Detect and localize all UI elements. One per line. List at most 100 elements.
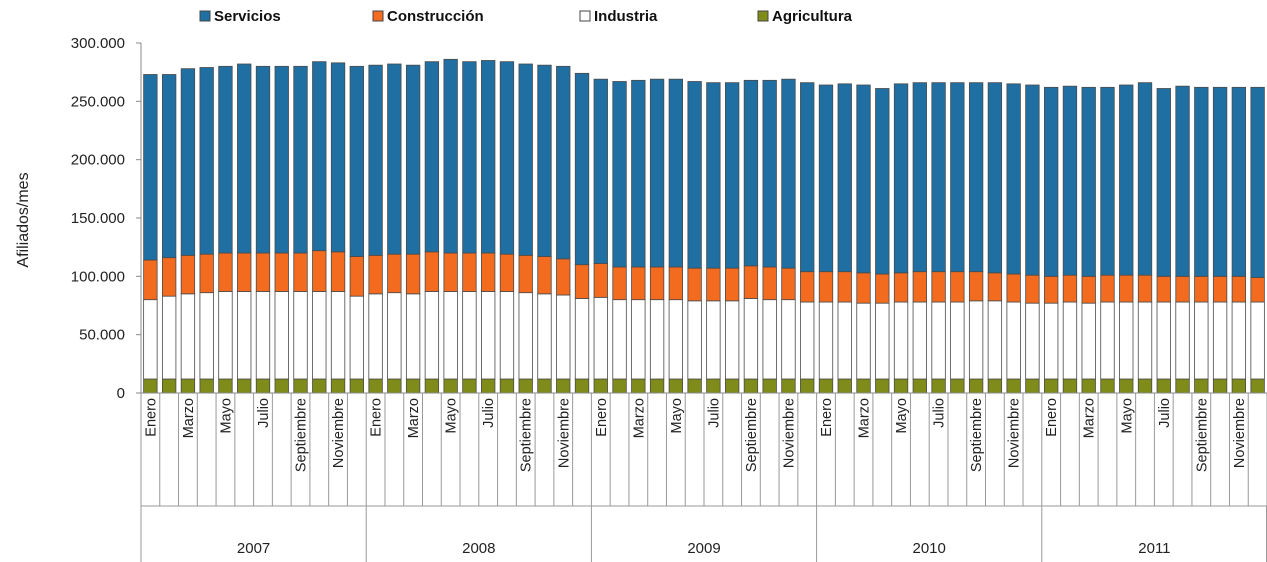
bar-industria <box>199 292 214 380</box>
bar-construccion <box>574 264 590 299</box>
bar-servicios <box>312 61 327 252</box>
bar-servicios <box>706 82 721 269</box>
bar-servicios <box>462 61 477 254</box>
bar-servicios <box>481 60 496 254</box>
bar-servicios <box>1250 86 1265 278</box>
bar-servicios <box>1062 85 1078 276</box>
bar-industria <box>462 291 477 380</box>
bar-agricultura <box>818 378 834 394</box>
bar-construccion <box>330 251 346 292</box>
bar-construccion <box>443 252 458 292</box>
bar-industria <box>1156 301 1171 380</box>
bar-agricultura <box>724 378 740 394</box>
bar-industria <box>368 293 383 380</box>
bar-industria <box>143 299 158 380</box>
bar-construccion <box>837 271 852 303</box>
bar-agricultura <box>330 378 346 394</box>
bar-construccion <box>724 267 740 302</box>
bar-construccion <box>1231 275 1247 303</box>
year-label: 2007 <box>237 540 270 557</box>
bar-construccion <box>293 252 308 292</box>
bar-construccion <box>537 256 552 295</box>
bar-construccion <box>950 271 965 303</box>
bar-construccion <box>556 258 571 296</box>
bar-industria <box>330 291 346 380</box>
bar-agricultura <box>218 378 233 394</box>
month-label: Mayo <box>444 398 460 433</box>
year-label: 2009 <box>687 540 720 557</box>
month-label: Marzo <box>857 398 873 438</box>
bar-industria <box>931 301 946 380</box>
bar-industria <box>875 302 890 380</box>
bar-construccion <box>499 253 515 292</box>
bar-agricultura <box>518 378 533 394</box>
bar-construccion <box>1194 275 1209 303</box>
bar-construccion <box>1006 273 1021 303</box>
bar-servicios <box>1212 86 1228 277</box>
bar-agricultura <box>931 378 946 394</box>
bar-construccion <box>875 273 890 304</box>
bar-agricultura <box>368 378 383 394</box>
bar-construccion <box>649 266 665 301</box>
bar-industria <box>1044 302 1059 380</box>
bar-construccion <box>312 250 327 292</box>
bar-agricultura <box>443 378 458 394</box>
bar-agricultura <box>1156 378 1171 394</box>
bar-servicios <box>1194 86 1209 277</box>
bar-servicios <box>893 83 909 274</box>
y-axis: 0 50.000 100.000 150.000 200.000 250.000 300.0… <box>71 35 142 402</box>
legend-swatch-construccion <box>372 10 384 22</box>
bar-industria <box>556 294 571 380</box>
bar-servicios <box>518 63 533 256</box>
bar-agricultura <box>143 378 158 394</box>
bar-industria <box>649 299 665 380</box>
y-tick-label: 0 <box>117 385 125 402</box>
bar-industria <box>161 295 177 380</box>
bar-servicios <box>368 64 383 256</box>
bar-servicios <box>1119 84 1134 276</box>
bar-servicios <box>199 67 214 255</box>
legend-swatch-agricultura <box>757 10 769 22</box>
bar-construccion <box>968 271 984 302</box>
month-label: Septiembre <box>969 398 985 472</box>
y-tick-label: 250.000 <box>71 93 125 110</box>
month-label: Julio <box>256 398 272 428</box>
month-label: Noviembre <box>1007 398 1023 468</box>
bar-servicios <box>218 65 233 254</box>
bar-construccion <box>893 272 909 303</box>
bar-servicios <box>1081 86 1096 277</box>
bar-agricultura <box>274 378 289 394</box>
bar-servicios <box>668 78 684 268</box>
month-label: Julio <box>932 398 948 428</box>
bar-servicios <box>743 79 759 267</box>
year-label: 2008 <box>462 540 495 557</box>
bar-construccion <box>462 252 477 292</box>
bar-servicios <box>537 64 552 257</box>
bar-industria <box>987 300 1003 380</box>
bar-construccion <box>180 254 196 295</box>
bar-servicios <box>574 72 590 266</box>
bar-agricultura <box>950 378 965 394</box>
bar-servicios <box>987 82 1003 274</box>
bar-agricultura <box>856 378 871 394</box>
bar-industria <box>1100 301 1115 380</box>
bar-industria <box>593 296 608 380</box>
bar-industria <box>349 295 364 380</box>
bar-servicios <box>330 62 346 253</box>
bar-construccion <box>1100 274 1115 303</box>
bar-construccion <box>987 272 1003 302</box>
bar-industria <box>1062 301 1078 380</box>
bar-industria <box>293 291 308 380</box>
bar-construccion <box>424 251 440 292</box>
bar-servicios <box>649 78 665 268</box>
bar-servicios <box>387 63 402 255</box>
bar-agricultura <box>199 378 214 394</box>
bar-industria <box>781 299 796 380</box>
bar-industria <box>218 291 233 380</box>
bar-industria <box>1175 301 1190 380</box>
month-label: Mayo <box>669 398 685 433</box>
bar-servicios <box>443 58 458 254</box>
month-label: Julio <box>706 398 722 428</box>
bar-construccion <box>1137 274 1153 303</box>
